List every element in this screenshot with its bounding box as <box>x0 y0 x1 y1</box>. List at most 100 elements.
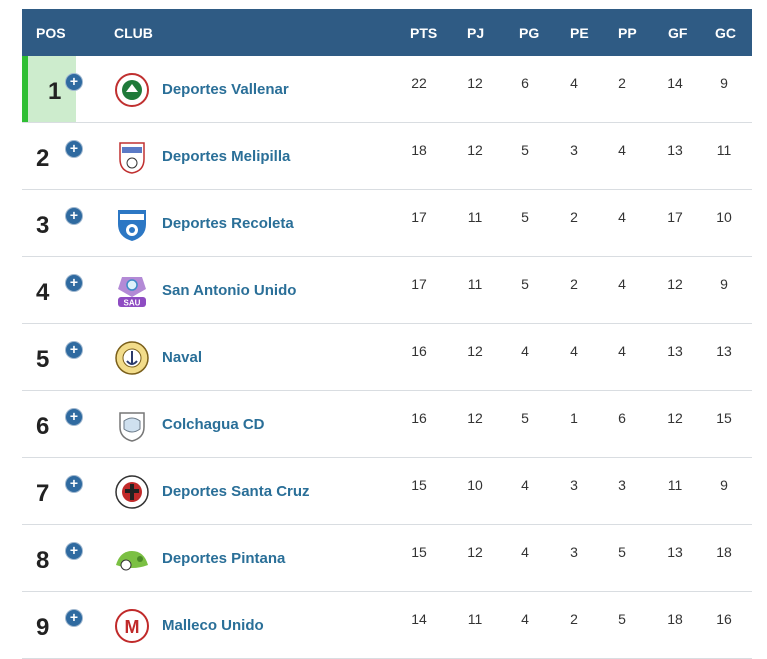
stat-pe: 1 <box>570 410 578 426</box>
expand-plus-icon[interactable]: + <box>66 141 82 157</box>
club-name-link[interactable]: Colchagua CD <box>162 416 265 433</box>
stat-pg: 5 <box>521 276 529 292</box>
table-row: 4 + SAU San Antonio Unido 17 11 5 2 4 12 9 <box>22 257 752 324</box>
stat-pe: 3 <box>570 142 578 158</box>
deportes-pintana-crest-icon <box>116 551 148 571</box>
stat-pg: 4 <box>521 611 529 627</box>
stat-pts: 16 <box>411 410 427 426</box>
stat-pp: 4 <box>618 343 626 359</box>
position-cell: 7 <box>22 458 98 524</box>
position-number: 3 <box>36 212 50 239</box>
position-cell: 6 <box>22 391 98 457</box>
table-row: 3 + Deportes Recoleta 17 11 5 2 4 17 10 <box>22 190 752 257</box>
stat-pp: 6 <box>618 410 626 426</box>
header-gc: GC <box>715 25 736 41</box>
table-header: POS CLUB PTS PJ PG PE PP GF GC <box>22 9 752 56</box>
stat-pj: 12 <box>467 75 483 91</box>
colchagua-crest-icon <box>119 412 145 442</box>
header-gf: GF <box>668 25 688 41</box>
stat-gc: 16 <box>716 611 732 627</box>
stat-pe: 4 <box>570 75 578 91</box>
stat-pts: 18 <box>411 142 427 158</box>
position-cell: 5 <box>22 324 98 390</box>
stat-pj: 10 <box>467 477 483 493</box>
club-name-link[interactable]: Deportes Recoleta <box>162 215 294 232</box>
header-pe: PE <box>570 25 589 41</box>
stat-pts: 15 <box>411 544 427 560</box>
stat-pg: 5 <box>521 209 529 225</box>
expand-plus-icon[interactable]: + <box>66 275 82 291</box>
table-row: 2 + Deportes Melipilla 18 12 5 3 4 13 11 <box>22 123 752 190</box>
expand-plus-icon[interactable]: + <box>66 342 82 358</box>
naval-crest-icon <box>115 341 149 375</box>
position-number: 5 <box>36 346 50 373</box>
stat-gf: 17 <box>667 209 683 225</box>
club-name-link[interactable]: Deportes Vallenar <box>162 81 289 98</box>
svg-text:SAU: SAU <box>124 299 141 308</box>
stat-gf: 18 <box>667 611 683 627</box>
position-cell: 9 <box>22 592 98 658</box>
expand-plus-icon[interactable]: + <box>66 74 82 90</box>
expand-plus-icon[interactable]: + <box>66 543 82 559</box>
standings-table: POS CLUB PTS PJ PG PE PP GF GC 1 + Depor… <box>22 9 752 659</box>
table-row: 1 + Deportes Vallenar 22 12 6 4 2 14 9 <box>22 56 752 123</box>
position-number: 6 <box>36 413 50 440</box>
stat-gc: 10 <box>716 209 732 225</box>
stat-gc: 11 <box>716 142 732 158</box>
stat-pe: 2 <box>570 611 578 627</box>
club-name-link[interactable]: Deportes Melipilla <box>162 148 291 165</box>
expand-plus-icon[interactable]: + <box>66 409 82 425</box>
deportes-melipilla-crest-icon <box>119 142 145 174</box>
club-name-link[interactable]: Deportes Pintana <box>162 550 286 567</box>
expand-plus-icon[interactable]: + <box>66 476 82 492</box>
expand-plus-icon[interactable]: + <box>66 610 82 626</box>
stat-pj: 12 <box>467 142 483 158</box>
stat-pp: 5 <box>618 611 626 627</box>
svg-text:M: M <box>125 617 140 637</box>
stat-pe: 2 <box>570 276 578 292</box>
position-number: 8 <box>36 547 50 574</box>
position-number: 7 <box>36 480 50 507</box>
header-pj: PJ <box>467 25 485 41</box>
position-cell: 3 <box>22 190 98 256</box>
table-row: 9 + M Malleco Unido 14 11 4 2 5 18 16 <box>22 592 752 659</box>
stat-gc: 9 <box>720 276 728 292</box>
stat-pts: 14 <box>411 611 427 627</box>
position-cell: 2 <box>22 123 98 189</box>
club-name-link[interactable]: Malleco Unido <box>162 617 264 634</box>
deportes-vallenar-crest-icon <box>115 73 149 107</box>
stat-gc: 9 <box>720 477 728 493</box>
stat-pj: 11 <box>467 611 483 627</box>
position-number: 2 <box>36 145 50 172</box>
stat-pj: 11 <box>467 209 483 225</box>
stat-pe: 3 <box>570 544 578 560</box>
position-cell: 8 <box>22 525 98 591</box>
stat-pts: 15 <box>411 477 427 493</box>
stat-pg: 4 <box>521 544 529 560</box>
table-row: 6 + Colchagua CD 16 12 5 1 6 12 15 <box>22 391 752 458</box>
stat-gf: 13 <box>667 544 683 560</box>
club-name-link[interactable]: Naval <box>162 349 203 366</box>
stat-pp: 4 <box>618 142 626 158</box>
stat-gf: 12 <box>667 410 683 426</box>
deportes-santa-cruz-crest-icon <box>115 475 149 509</box>
stat-pp: 2 <box>618 75 626 91</box>
stat-pg: 6 <box>521 75 529 91</box>
club-name-link[interactable]: San Antonio Unido <box>162 282 297 299</box>
table-row: 8 + Deportes Pintana 15 12 4 3 5 13 18 <box>22 525 752 592</box>
stat-gc: 18 <box>716 544 732 560</box>
stat-gc: 15 <box>716 410 732 426</box>
stat-pg: 4 <box>521 477 529 493</box>
stat-pp: 4 <box>618 276 626 292</box>
stat-gf: 14 <box>667 75 683 91</box>
club-name-link[interactable]: Deportes Santa Cruz <box>162 483 310 500</box>
stat-pts: 16 <box>411 343 427 359</box>
malleco-unido-crest-icon: M <box>115 609 149 643</box>
stat-pp: 3 <box>618 477 626 493</box>
expand-plus-icon[interactable]: + <box>66 208 82 224</box>
stat-pj: 12 <box>467 343 483 359</box>
stat-gf: 13 <box>667 343 683 359</box>
san-antonio-unido-crest-icon: SAU <box>118 277 146 308</box>
header-pos: POS <box>36 25 66 41</box>
stat-gf: 11 <box>667 477 683 493</box>
